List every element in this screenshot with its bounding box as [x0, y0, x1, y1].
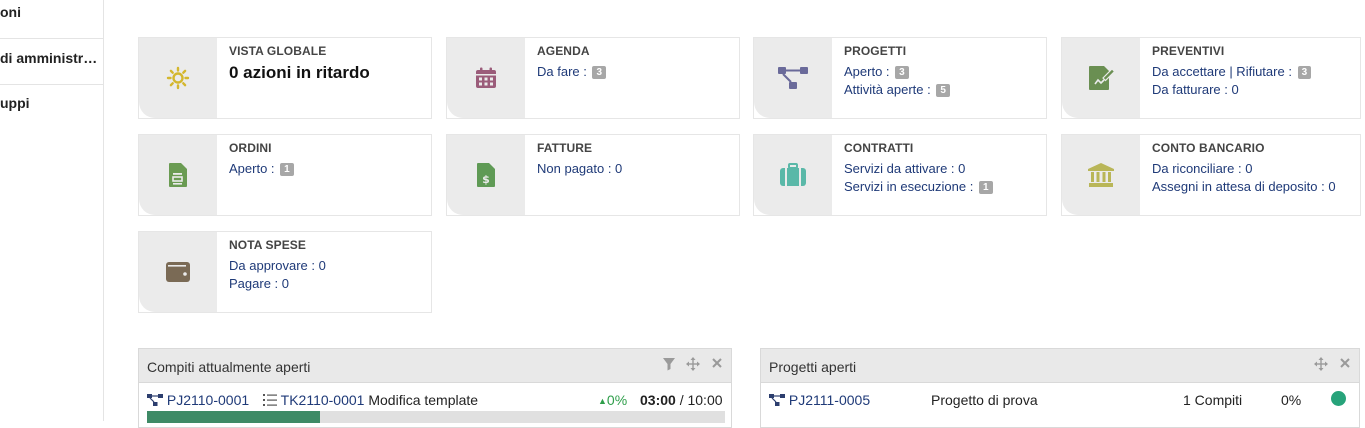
proposals-to-accept-link[interactable]: Da accettare | Rifiutare : 3 [1152, 63, 1354, 81]
services-running-link[interactable]: Servizi in esecuzione : 1 [844, 178, 1040, 196]
close-icon[interactable] [1337, 357, 1353, 373]
count-badge: 3 [592, 66, 607, 79]
count-badge: 3 [1297, 66, 1312, 79]
box-icon-area [139, 38, 217, 118]
sidebar-item-label: oni [0, 4, 21, 20]
sidebar-item-1[interactable]: di amministrazione [0, 40, 104, 85]
task-project-link[interactable]: PJ2110-0001 [147, 392, 249, 408]
widget-open-tasks: Compiti attualmente aperti PJ2110-0001 [138, 348, 732, 428]
svg-text:$: $ [482, 173, 490, 186]
box-icon-area [139, 135, 217, 215]
late-actions-count[interactable]: 0 azioni in ritardo [229, 63, 370, 82]
filter-icon[interactable] [661, 357, 677, 373]
calendar-icon [476, 67, 496, 88]
box-contratti: CONTRATTI Servizi da attivare : 0 Serviz… [753, 134, 1047, 216]
agenda-todo-link[interactable]: Da fare : 3 [537, 63, 733, 81]
table-row: PJ2111-0005 Progetto di prova 1 Compiti … [761, 383, 1359, 413]
invoices-unpaid-link[interactable]: Non pagato : 0 [537, 161, 623, 176]
project-icon [769, 394, 785, 406]
box-title: VISTA GLOBALE [229, 44, 327, 58]
widget-open-projects: Progetti aperti PJ2111-0005 Progetto di … [760, 348, 1360, 428]
task-link[interactable]: TK2110-0001 Modifica template [263, 392, 478, 408]
task-list-icon [263, 394, 277, 406]
task-progress-fill [147, 411, 321, 423]
box-title: FATTURE [537, 141, 593, 155]
box-conto-bancario: CONTO BANCARIO Da riconciliare : 0 Asseg… [1061, 134, 1361, 216]
checks-awaiting-deposit-link[interactable]: Assegni in attesa di deposito : 0 [1152, 179, 1336, 194]
sun-icon [166, 66, 190, 90]
box-icon-area [447, 38, 525, 118]
task-progress-text: ▲0% [598, 392, 628, 408]
box-title: ORDINI [229, 141, 272, 155]
sidebar-item-label: di amministrazione [0, 50, 100, 66]
move-icon[interactable] [1313, 357, 1329, 373]
task-time: 03:00 / 10:00 [640, 392, 723, 408]
project-label: Progetto di prova [931, 392, 1038, 408]
project-percent: 0% [1281, 392, 1302, 408]
box-agenda: AGENDA Da fare : 3 [446, 37, 740, 119]
widget-header: Progetti aperti [761, 349, 1359, 383]
box-ordini: ORDINI Aperto : 1 [138, 134, 432, 216]
widget-header: Compiti attualmente aperti [139, 349, 731, 383]
project-icon [147, 394, 163, 406]
box-icon-area [1062, 135, 1140, 215]
widget-title: Compiti attualmente aperti [147, 359, 311, 375]
box-title: AGENDA [537, 44, 590, 58]
projects-open-link[interactable]: Aperto : 3 [844, 63, 1040, 81]
count-badge: 1 [280, 163, 294, 176]
sidebar-item-2[interactable]: uppi [0, 85, 104, 130]
count-badge: 5 [936, 84, 950, 97]
task-progress-bar [147, 411, 725, 423]
box-title: CONTRATTI [844, 141, 914, 155]
bank-icon [1088, 163, 1114, 187]
table-row: PJ2110-0001 TK2110-0001 Modifica templat… [139, 383, 731, 423]
box-fatture: $ FATTURE Non pagato : 0 [446, 134, 740, 216]
wallet-icon [166, 262, 190, 282]
invoice-icon: $ [477, 163, 495, 187]
project-status-dot [1331, 391, 1346, 406]
box-title: PREVENTIVI [1152, 44, 1225, 58]
close-icon[interactable] [709, 357, 725, 373]
box-progetti: PROGETTI Aperto : 3 Attività aperte : 5 [753, 37, 1047, 119]
project-icon [778, 67, 808, 89]
count-badge: 1 [978, 181, 993, 194]
services-to-activate-link[interactable]: Servizi da attivare : 0 [844, 161, 966, 176]
count-badge: 3 [895, 66, 909, 79]
widget-title: Progetti aperti [769, 359, 857, 375]
proposals-to-bill-link[interactable]: Da fatturare : 0 [1152, 82, 1239, 97]
to-reconcile-link[interactable]: Da riconciliare : 0 [1152, 161, 1253, 176]
box-icon-area: $ [447, 135, 525, 215]
box-icon-area [1062, 38, 1140, 118]
box-nota-spese: NOTA SPESE Da approvare : 0 Pagare : 0 [138, 231, 432, 313]
box-title: CONTO BANCARIO [1152, 141, 1265, 155]
box-preventivi: PREVENTIVI Da accettare | Rifiutare : 3 … [1061, 37, 1361, 119]
box-title: PROGETTI [844, 44, 907, 58]
box-vista-globale: VISTA GLOBALE 0 azioni in ritardo [138, 37, 432, 119]
box-icon-area [139, 232, 217, 312]
orders-open-link[interactable]: Aperto : 1 [229, 160, 425, 178]
order-icon [169, 163, 187, 187]
open-activities-link[interactable]: Attività aperte : 5 [844, 81, 1040, 99]
proposal-icon [1089, 66, 1115, 90]
sidebar-item-0[interactable]: oni [0, 0, 104, 39]
box-icon-area [754, 135, 832, 215]
box-icon-area [754, 38, 832, 118]
left-sidebar: oni di amministrazione uppi [0, 0, 104, 421]
move-icon[interactable] [685, 357, 701, 373]
to-approve-link[interactable]: Da approvare : 0 [229, 258, 326, 273]
sidebar-item-label: uppi [0, 95, 30, 111]
project-tasks-count: 1 Compiti [1183, 392, 1243, 408]
project-link[interactable]: PJ2111-0005 [769, 392, 870, 408]
box-title: NOTA SPESE [229, 238, 307, 252]
suitcase-icon [780, 163, 806, 186]
to-pay-link[interactable]: Pagare : 0 [229, 276, 289, 291]
